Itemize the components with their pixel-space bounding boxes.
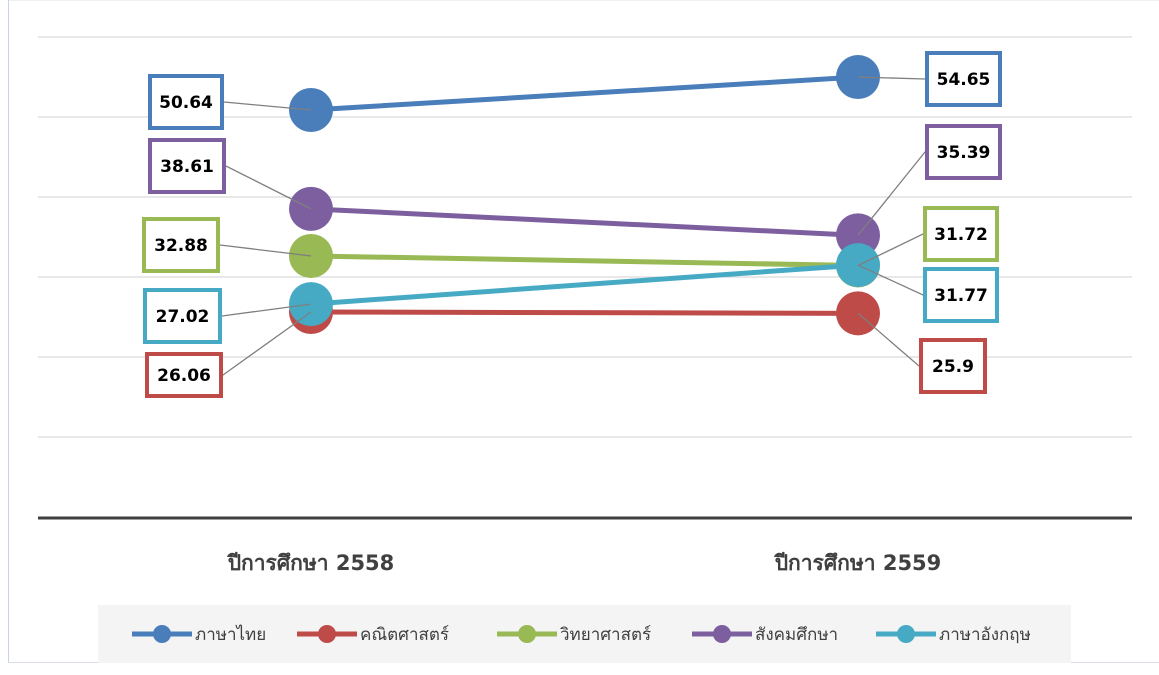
data-label-box (143, 288, 222, 344)
legend-marker (518, 625, 536, 643)
data-label: 54.65 (937, 70, 991, 90)
data-label: 26.06 (157, 366, 211, 386)
data-label: 27.02 (156, 307, 210, 327)
top-border (8, 0, 1159, 1)
data-label-box (923, 267, 999, 323)
series-line (308, 253, 861, 268)
legend-marker (318, 625, 336, 643)
data-label-box (142, 217, 220, 273)
legend-label: คณิตศาสตร์ (360, 625, 449, 645)
data-label-box (148, 74, 224, 130)
legend-label: ภาษาอังกฤษ (939, 625, 1031, 645)
legend: ภาษาไทย คณิตศาสตร์ วิทยาศาสตร์ สังคมศึกษา ภา… (98, 605, 1071, 663)
data-label: 38.61 (160, 157, 214, 177)
data-label: 35.39 (937, 143, 991, 163)
left-border (8, 0, 9, 662)
leader-line (224, 165, 312, 210)
data-label-box (923, 206, 999, 262)
series-line (308, 206, 861, 238)
data-labels: 50.64 54.65 38.61 35.39 32.88 31.72 27.02 31.77… (142, 51, 1002, 398)
data-point (289, 233, 333, 278)
data-label-box (148, 138, 226, 194)
series-line (308, 262, 861, 307)
legend-label: ภาษาไทย (195, 624, 266, 645)
data-label-box (145, 352, 223, 398)
category-label-2559: ปีการศึกษา 2559 (773, 551, 941, 575)
data-label: 25.9 (932, 357, 974, 377)
series-line (308, 74, 861, 113)
legend-label: วิทยาศาสตร์ (560, 625, 652, 645)
leader-line (857, 151, 927, 236)
leader-line (857, 312, 921, 367)
legend-marker (713, 625, 731, 643)
category-label-2558: ปีการศึกษา 2558 (226, 551, 394, 575)
data-label-box (919, 338, 987, 394)
category-labels: ปีการศึกษา 2558 ปีการศึกษา 2559 (226, 551, 941, 575)
data-label-box (925, 124, 1002, 180)
legend-marker (153, 625, 171, 643)
series-group (289, 55, 880, 336)
data-label: 31.72 (934, 225, 988, 245)
data-label: 50.64 (159, 93, 213, 113)
data-label: 32.88 (154, 236, 208, 256)
legend-label: สังคมศึกษา (755, 625, 838, 645)
leader-line (221, 311, 312, 376)
data-label-box (925, 51, 1002, 107)
legend-marker (897, 625, 915, 643)
series-line (308, 309, 861, 316)
data-label: 31.77 (934, 286, 988, 306)
